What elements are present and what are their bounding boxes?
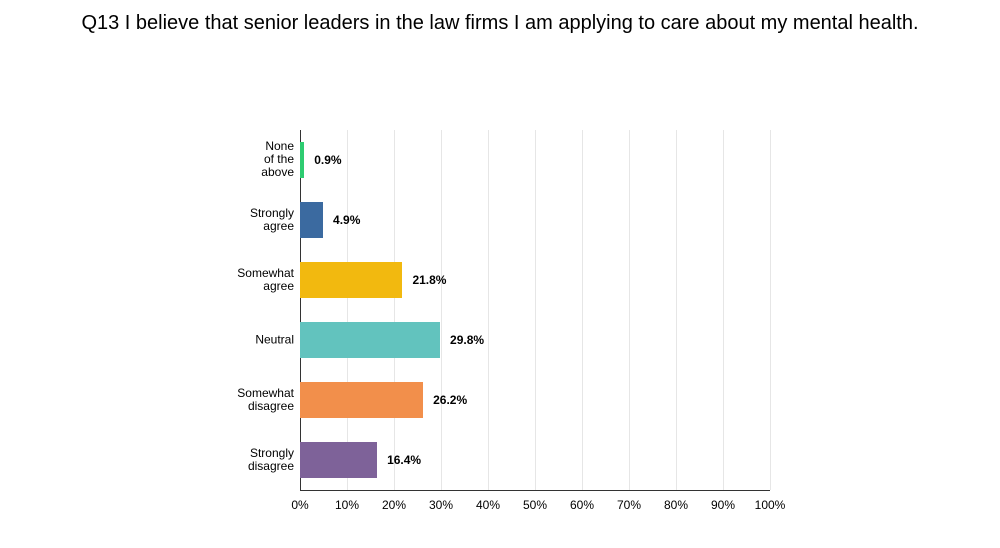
bar: 16.4% (300, 442, 377, 478)
gridline (441, 130, 442, 490)
chart-container: Q13 I believe that senior leaders in the… (0, 0, 1000, 548)
x-tick-label: 100% (755, 498, 786, 512)
gridline (394, 130, 395, 490)
x-tick-label: 20% (382, 498, 406, 512)
gridline (723, 130, 724, 490)
bar: 0.9% (300, 142, 304, 178)
x-tick-label: 50% (523, 498, 547, 512)
gridline (535, 130, 536, 490)
chart-title: Q13 I believe that senior leaders in the… (0, 12, 1000, 35)
bar-value-label: 4.9% (333, 213, 360, 227)
gridline (629, 130, 630, 490)
bar-value-label: 29.8% (450, 333, 484, 347)
x-tick-label: 30% (429, 498, 453, 512)
y-category-label: Somewhat agree (237, 267, 294, 293)
y-category-label: Strongly agree (250, 207, 294, 233)
x-tick-label: 10% (335, 498, 359, 512)
x-tick-label: 90% (711, 498, 735, 512)
x-tick-label: 80% (664, 498, 688, 512)
bar-value-label: 16.4% (387, 453, 421, 467)
gridline (347, 130, 348, 490)
plot-area: 0%10%20%30%40%50%60%70%80%90%100%0.9%Non… (300, 130, 770, 490)
bar: 4.9% (300, 202, 323, 238)
x-tick-label: 0% (291, 498, 308, 512)
gridline (488, 130, 489, 490)
y-category-label: Neutral (255, 333, 294, 346)
y-category-label: Somewhat disagree (237, 387, 294, 413)
x-tick-label: 60% (570, 498, 594, 512)
bar-value-label: 0.9% (314, 153, 341, 167)
y-category-label: None of the above (261, 140, 294, 180)
gridline (582, 130, 583, 490)
bar-value-label: 26.2% (433, 393, 467, 407)
bar: 21.8% (300, 262, 402, 298)
bar: 26.2% (300, 382, 423, 418)
gridline (676, 130, 677, 490)
y-category-label: Strongly disagree (248, 447, 294, 473)
x-axis-baseline (300, 490, 770, 491)
bar-value-label: 21.8% (412, 273, 446, 287)
x-tick-label: 70% (617, 498, 641, 512)
gridline (300, 130, 301, 490)
x-tick-label: 40% (476, 498, 500, 512)
bar: 29.8% (300, 322, 440, 358)
gridline (770, 130, 771, 490)
